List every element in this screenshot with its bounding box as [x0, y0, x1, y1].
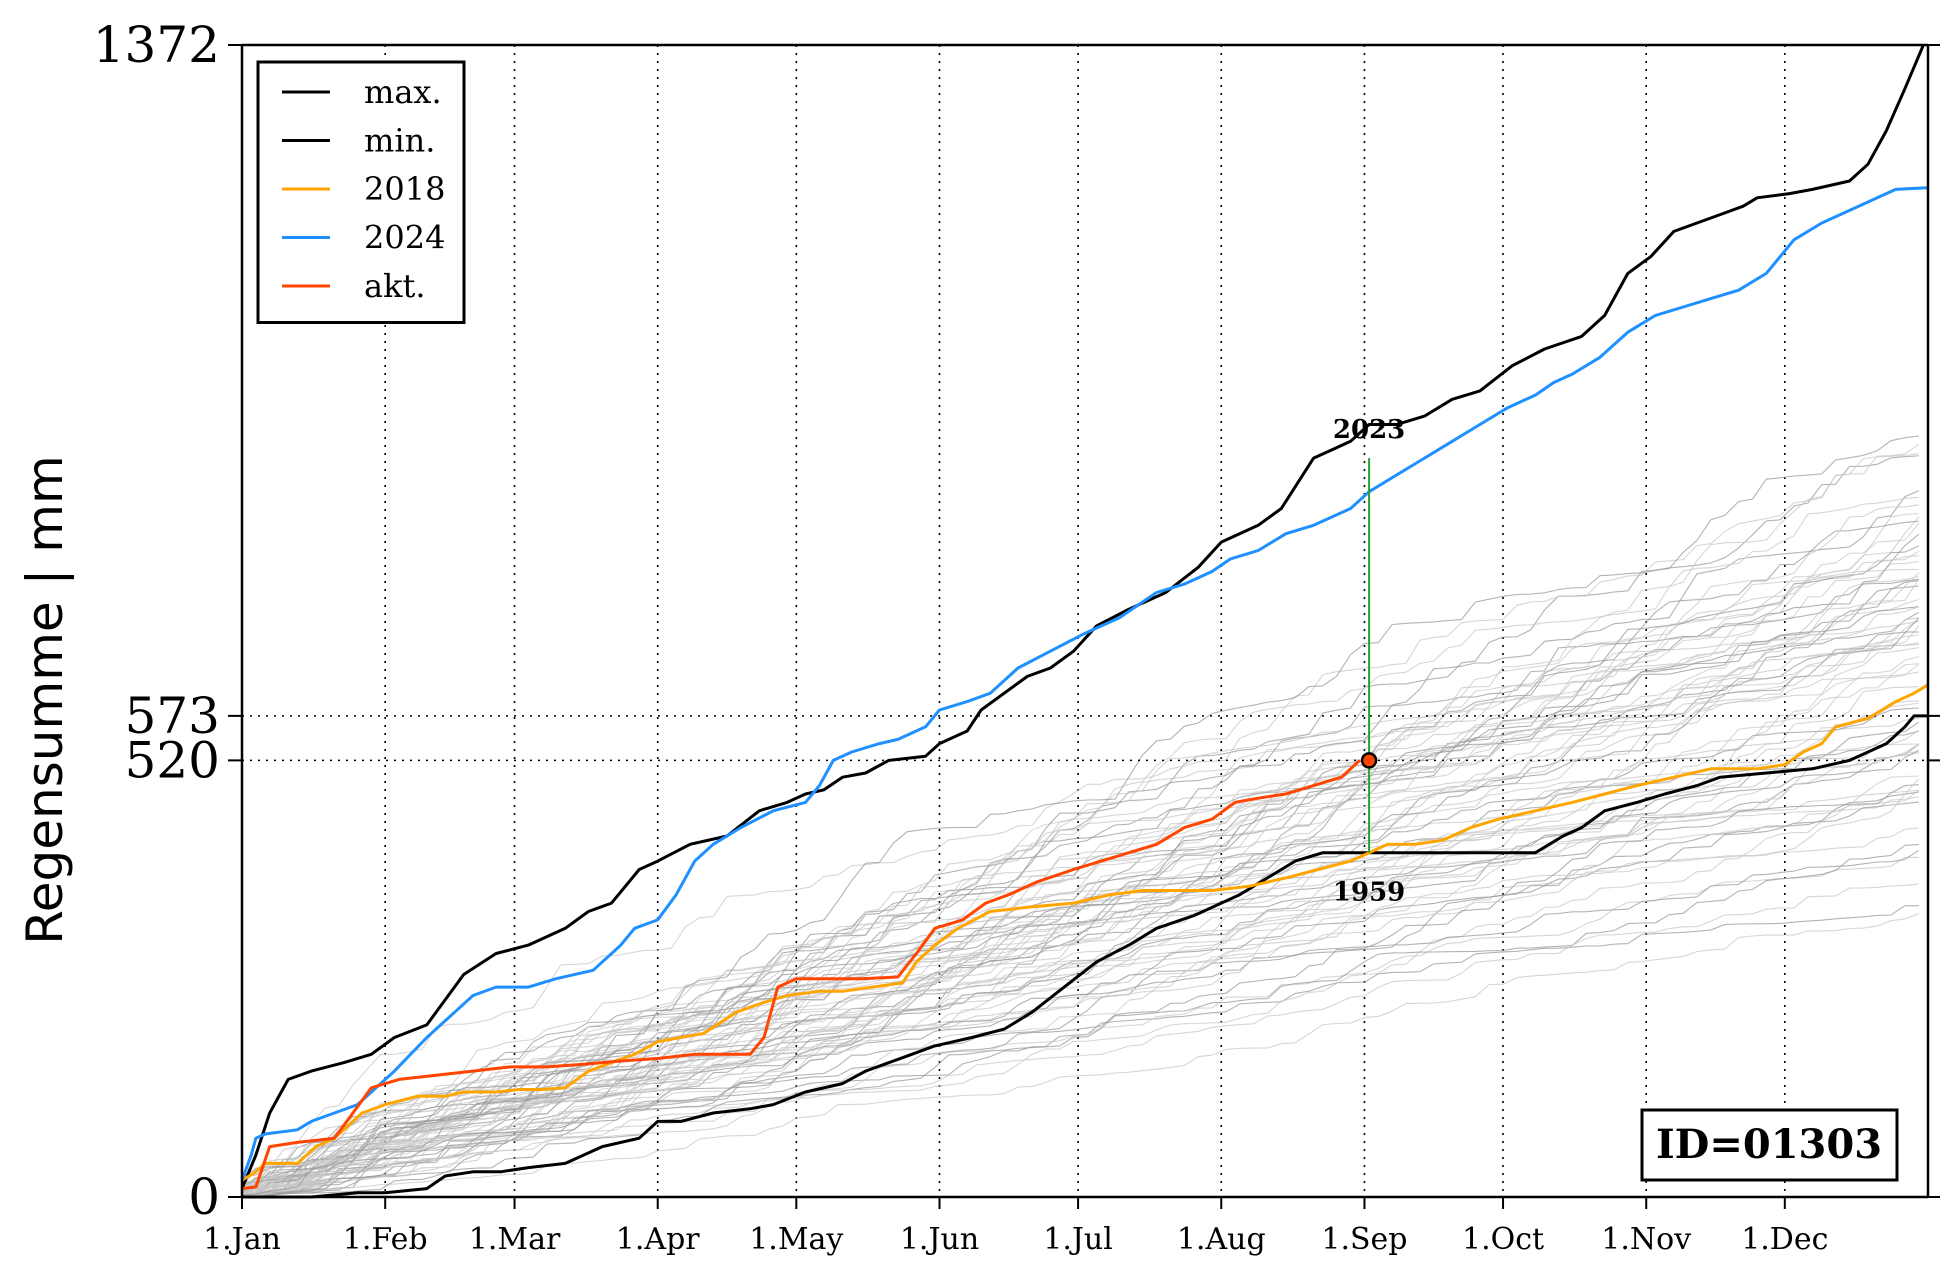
historical-year-line — [241, 642, 1919, 1198]
station-id-box: ID=01303 — [1640, 1108, 1899, 1182]
legend-label: min. — [364, 122, 435, 160]
historical-year-line — [241, 606, 1919, 1198]
historical-year-line — [241, 844, 1919, 1198]
historical-year-line — [241, 516, 1920, 1197]
historical-year-line — [241, 617, 1919, 1197]
current-point-marker — [1360, 752, 1378, 769]
legend-frame — [256, 60, 466, 324]
series-line-akt — [241, 759, 1361, 1191]
x-tick-label: 1.Apr — [616, 1222, 700, 1257]
historical-year-line — [241, 801, 1919, 1197]
historical-year-line — [241, 533, 1920, 1197]
x-tick-label: 1.Jul — [1043, 1222, 1113, 1257]
historical-year-line — [241, 749, 1920, 1197]
range-marker: 2023 1959 — [1333, 415, 1405, 908]
legend-label: 2024 — [364, 219, 445, 257]
x-tick-label: 1.May — [749, 1222, 843, 1257]
series-line-2024 — [240, 186, 1929, 1181]
historical-year-line — [241, 598, 1919, 1198]
legend: max. min. 2018 2024 akt. — [256, 60, 466, 324]
y-tick-label: 520 — [125, 731, 220, 789]
x-tick-label: 1.Jan — [203, 1222, 281, 1257]
grid-lines — [384, 45, 1786, 1197]
y-tick-label: 0 — [188, 1168, 220, 1226]
historical-year-line — [241, 435, 1919, 1197]
historical-year-line — [241, 550, 1920, 1197]
historical-year-line — [241, 856, 1919, 1197]
range-lower-label: 1959 — [1333, 878, 1405, 908]
historical-year-line — [241, 702, 1919, 1197]
x-tick-label: 1.Feb — [343, 1222, 428, 1257]
series-line-max — [240, 44, 1925, 1190]
legend-label: 2018 — [364, 170, 445, 208]
series-line-min — [242, 714, 1928, 1199]
historical-year-line — [241, 560, 1919, 1197]
range-upper-label: 2023 — [1333, 415, 1405, 445]
historical-year-line — [241, 568, 1919, 1197]
historical-year-line — [241, 490, 1920, 1197]
historical-year-line — [241, 606, 1919, 1197]
x-tick-label: 1.Sep — [1321, 1222, 1407, 1257]
historical-year-line — [241, 520, 1919, 1197]
historical-year-line — [241, 504, 1919, 1197]
historical-year-line — [241, 512, 1919, 1197]
station-id-frame — [1640, 1108, 1899, 1182]
y-tick-label: 1372 — [93, 16, 220, 74]
historical-year-line — [241, 700, 1919, 1197]
historical-year-line — [241, 453, 1919, 1197]
x-tick-label: 1.Nov — [1601, 1222, 1691, 1257]
legend-label: max. — [364, 73, 442, 111]
series-line-2018 — [241, 683, 1929, 1182]
x-tick-label: 1.Aug — [1177, 1222, 1266, 1257]
historical-year-line — [241, 585, 1919, 1198]
historical-year-line — [241, 578, 1919, 1197]
historical-year-line — [241, 545, 1920, 1197]
historical-year-line — [241, 580, 1919, 1197]
reference-lines — [242, 715, 1928, 762]
x-tick-label: 1.Jun — [900, 1222, 979, 1257]
historical-years-lines — [241, 435, 1920, 1198]
historical-year-line — [241, 578, 1920, 1197]
y-axis-label: Regensumme | mm — [16, 455, 74, 944]
historical-year-line — [241, 778, 1920, 1197]
historical-year-line — [241, 443, 1920, 1197]
historical-year-line — [241, 572, 1920, 1197]
historical-year-line — [241, 643, 1919, 1198]
historical-year-line — [241, 784, 1919, 1197]
x-tick-label: 1.Oct — [1462, 1222, 1544, 1257]
historical-year-line — [241, 796, 1919, 1197]
historical-year-line — [241, 883, 1919, 1197]
y-tick-label: 573 — [125, 687, 220, 745]
historical-year-line — [241, 789, 1919, 1197]
historical-year-line — [241, 496, 1919, 1197]
historical-year-line — [241, 913, 1919, 1198]
x-tick-label: 1.Mar — [469, 1222, 561, 1257]
historical-year-line — [241, 827, 1919, 1197]
x-tick-label: 1.Dec — [1741, 1222, 1828, 1257]
series-lines — [240, 44, 1929, 1199]
station-id-label: ID=01303 — [1656, 1121, 1882, 1168]
legend-label: akt. — [364, 267, 426, 305]
historical-year-line — [241, 707, 1919, 1197]
